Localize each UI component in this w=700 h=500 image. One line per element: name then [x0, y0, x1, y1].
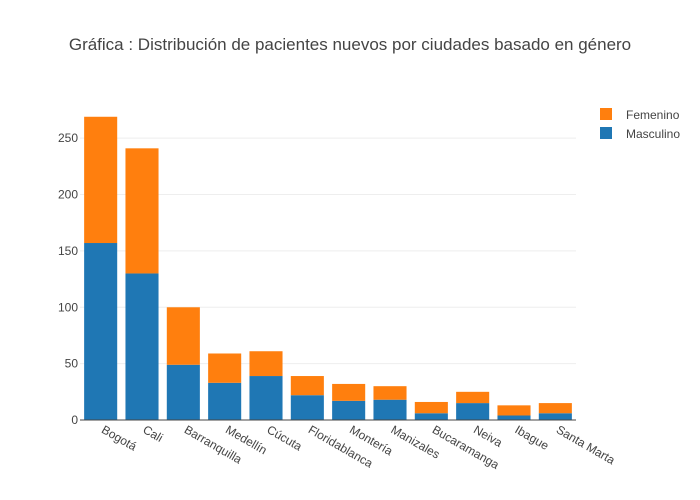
legend-swatch-masculino: [600, 127, 612, 139]
bar-femenino-1[interactable]: [125, 148, 159, 274]
bar-masculino-2[interactable]: [166, 364, 200, 420]
bar-femenino-6[interactable]: [332, 383, 366, 401]
bar-masculino-3[interactable]: [208, 382, 242, 420]
bar-femenino-4[interactable]: [249, 351, 283, 377]
chart-title: Gráfica : Distribución de pacientes nuev…: [69, 35, 631, 54]
x-tick-label-0: Bogotá: [99, 422, 139, 453]
legend-label-femenino: Femenino: [626, 108, 680, 122]
bar-masculino-11[interactable]: [538, 413, 572, 420]
y-tick-label-150: 150: [58, 244, 78, 258]
bar-femenino-2[interactable]: [166, 307, 200, 365]
y-axis-ticks: 0 50 100 150 200 250: [58, 131, 78, 427]
bar-masculino-4[interactable]: [249, 376, 283, 420]
legend-item-femenino[interactable]: Femenino: [600, 108, 680, 122]
bar-masculino-5[interactable]: [290, 395, 324, 420]
bar-femenino-9[interactable]: [456, 391, 490, 404]
bar-femenino-7[interactable]: [373, 386, 407, 400]
legend-item-masculino[interactable]: Masculino: [600, 127, 680, 141]
y-tick-label-50: 50: [65, 357, 79, 371]
bar-femenino-5[interactable]: [290, 376, 324, 396]
bar-femenino-10[interactable]: [497, 405, 531, 416]
bar-masculino-8[interactable]: [414, 413, 448, 420]
bars: [84, 116, 572, 420]
legend-swatch-femenino: [600, 108, 612, 120]
x-tick-label-11: Santa Marta: [554, 422, 618, 467]
bar-femenino-11[interactable]: [538, 403, 572, 414]
bar-femenino-8[interactable]: [414, 401, 448, 414]
bar-masculino-1[interactable]: [125, 273, 159, 420]
bar-femenino-0[interactable]: [84, 116, 118, 244]
legend-label-masculino: Masculino: [626, 127, 680, 141]
grid: [80, 137, 576, 365]
x-tick-label-4: Cúcuta: [265, 422, 305, 453]
bar-masculino-0[interactable]: [84, 243, 118, 420]
y-tick-label-250: 250: [58, 131, 78, 145]
y-tick-label-100: 100: [58, 300, 78, 314]
bar-masculino-9[interactable]: [456, 403, 490, 420]
y-tick-label-0: 0: [71, 413, 78, 427]
bar-masculino-7[interactable]: [373, 399, 407, 420]
y-tick-label-200: 200: [58, 188, 78, 202]
x-tick-label-10: Ibague: [513, 422, 552, 453]
x-tick-label-1: Cali: [141, 422, 166, 444]
bar-masculino-6[interactable]: [332, 400, 366, 420]
bar-femenino-3[interactable]: [208, 353, 242, 383]
bar-masculino-10[interactable]: [497, 415, 531, 420]
legend[interactable]: Femenino Masculino: [600, 108, 680, 141]
